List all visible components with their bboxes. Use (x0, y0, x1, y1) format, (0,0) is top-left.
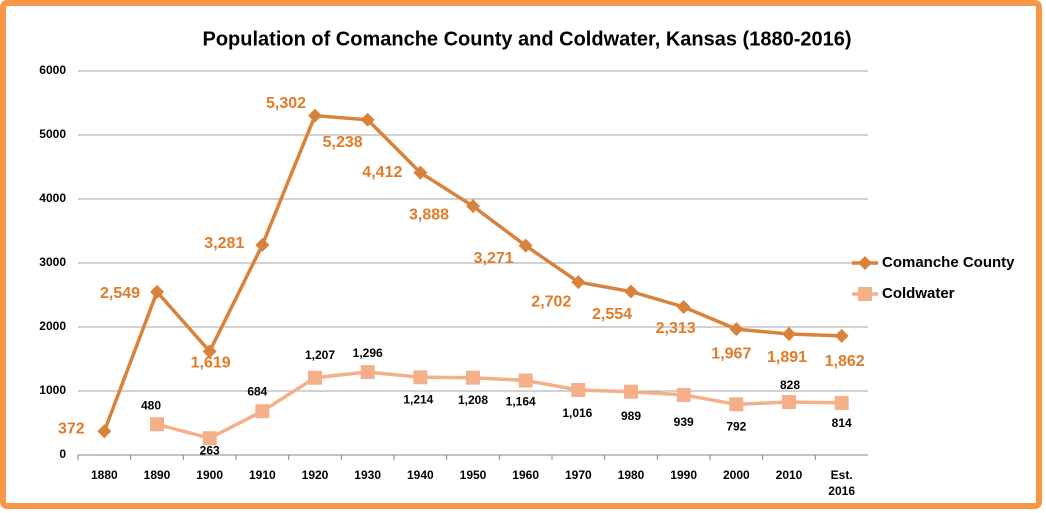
point-marker (624, 384, 638, 399)
x-tick-label: 1900 (196, 468, 223, 482)
point-marker (676, 299, 691, 314)
point-marker (150, 417, 164, 432)
data-label: 3,271 (474, 250, 514, 267)
data-label: 1,207 (305, 348, 335, 362)
chart-title: Population of Comanche County and Coldwa… (202, 28, 851, 50)
point-marker (413, 165, 428, 180)
point-marker (518, 373, 533, 388)
x-tick-label: 1890 (143, 468, 171, 482)
point-marker (466, 199, 480, 214)
point-marker (518, 238, 533, 253)
data-label: 792 (726, 419, 746, 433)
point-marker (782, 395, 796, 410)
point-marker (571, 382, 586, 397)
series-line (156, 370, 842, 441)
point-marker (571, 275, 586, 290)
point-marker (413, 370, 428, 385)
data-label: 5,302 (266, 95, 306, 112)
data-label: 263 (200, 443, 220, 457)
point-marker (834, 328, 849, 343)
data-label: 1,016 (562, 406, 592, 420)
data-label: 1,967 (711, 345, 751, 362)
data-label: 3,281 (204, 235, 244, 252)
point-marker (360, 365, 375, 380)
data-label: 1,214 (403, 392, 433, 406)
x-tick-label: 1930 (354, 468, 381, 482)
data-label: 828 (780, 378, 800, 392)
data-label: 1,208 (458, 393, 488, 407)
x-tick-label: 1980 (617, 468, 645, 482)
point-marker (676, 387, 691, 402)
point-marker (202, 431, 217, 446)
data-label: 372 (58, 420, 85, 437)
y-tick-label: 3000 (39, 255, 66, 269)
y-tick-label: 0 (59, 447, 66, 461)
data-label: 480 (141, 398, 161, 412)
point-marker (308, 370, 322, 385)
data-label: 2,554 (592, 306, 632, 323)
legend-marker (858, 287, 872, 301)
data-label: 4,412 (362, 164, 402, 181)
data-label: 1,296 (353, 346, 383, 360)
point-marker (729, 397, 744, 412)
data-label: 939 (674, 415, 694, 429)
point-marker (150, 284, 164, 299)
x-tick-label: 1990 (670, 468, 697, 482)
legend-label: Coldwater (882, 285, 955, 302)
x-tick-label: 1960 (512, 468, 539, 482)
legend-marker (858, 256, 872, 270)
x-tick-label: 1950 (459, 468, 487, 482)
point-marker (466, 370, 480, 385)
x-tick-label: 1880 (90, 468, 118, 482)
data-label: 2,549 (100, 285, 140, 302)
point-marker (834, 395, 849, 410)
point-marker (97, 424, 112, 439)
x-tick-label: 2000 (722, 468, 750, 482)
point-marker (255, 238, 270, 253)
data-label: 2,702 (531, 293, 571, 310)
y-tick-label: 2000 (39, 319, 66, 333)
data-label: 1,891 (767, 349, 807, 366)
y-tick-label: 4000 (39, 191, 66, 205)
x-tick-label: 1910 (248, 468, 276, 482)
x-tick-label: 1970 (564, 468, 592, 482)
data-label: 1,862 (825, 353, 865, 370)
x-tick-label: 2010 (775, 468, 803, 482)
x-tick-label: 1940 (406, 468, 434, 482)
y-tick-label: 5000 (39, 127, 66, 141)
point-marker (624, 284, 638, 299)
data-label: 989 (621, 409, 641, 423)
point-marker (202, 344, 217, 359)
data-label: 814 (832, 416, 852, 430)
legend-label: Comanche County (882, 254, 1015, 271)
data-label: 2,313 (656, 320, 696, 337)
y-tick-label: 6000 (39, 63, 66, 77)
point-marker (360, 112, 375, 127)
x-tick-label: 1920 (301, 468, 329, 482)
point-marker (308, 108, 322, 123)
point-marker (729, 322, 744, 337)
point-marker (255, 404, 270, 419)
y-tick-label: 1000 (39, 383, 66, 397)
x-tick-label: Est. 2016 (828, 468, 855, 498)
data-label: 3,888 (409, 206, 449, 223)
data-label: 684 (247, 384, 267, 398)
point-marker (782, 326, 796, 341)
data-label: 1,619 (191, 355, 231, 372)
data-label: 5,238 (323, 134, 363, 151)
data-label: 1,164 (506, 395, 536, 409)
